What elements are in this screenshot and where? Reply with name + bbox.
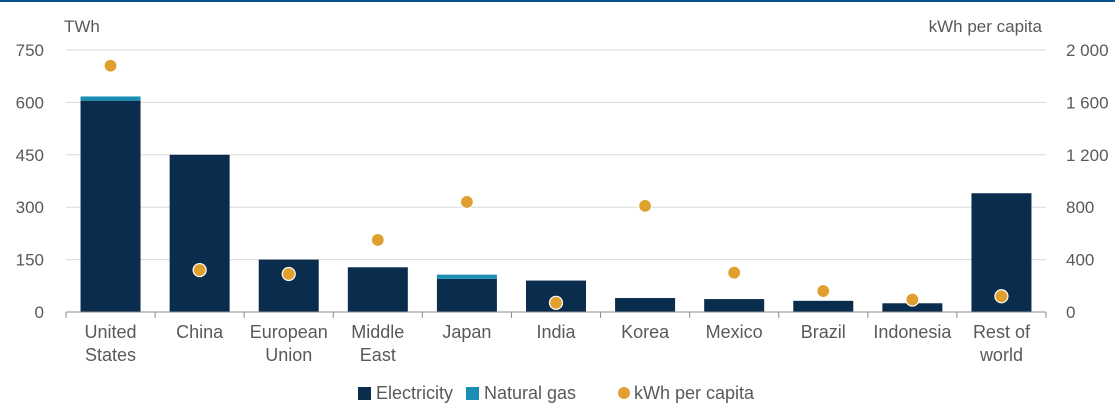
y-left-ticks: 0 150 300 450 600 750: [16, 41, 44, 322]
point-per-capita: [639, 199, 652, 212]
category-label-line: Japan: [442, 322, 491, 342]
legend-label-per-capita: kWh per capita: [634, 383, 755, 403]
bar-electricity: [437, 279, 497, 312]
category-label-line: Korea: [621, 322, 670, 342]
y-right-tick-label: 800: [1066, 198, 1094, 217]
y-right-unit: kWh per capita: [929, 17, 1043, 36]
point-per-capita: [104, 59, 117, 72]
y-left-unit: TWh: [64, 17, 100, 36]
category-label: United States: [85, 322, 137, 365]
bars: [81, 96, 1032, 312]
category-label-line: Mexico: [706, 322, 763, 342]
y-right-ticks: 0 400 800 1 200 1 600 2 000: [1066, 41, 1109, 322]
point-per-capita: [728, 266, 741, 279]
category-label: Japan: [442, 322, 491, 342]
top-rule: [0, 0, 1115, 2]
bar-natural-gas: [81, 96, 141, 100]
category-label: Rest of world: [973, 322, 1031, 365]
category-label: Mexico: [706, 322, 763, 342]
bar-electricity: [615, 298, 675, 312]
y-left-tick-label: 300: [16, 198, 44, 217]
bar-electricity: [81, 101, 141, 312]
point-per-capita: [550, 296, 563, 309]
y-right-tick-label: 0: [1066, 303, 1075, 322]
y-right-tick-label: 400: [1066, 251, 1094, 270]
per-capita-points: [104, 59, 1008, 309]
category-label: Brazil: [801, 322, 846, 342]
y-right-tick-label: 1 600: [1066, 93, 1109, 112]
legend-marker-per-capita: [618, 387, 630, 399]
category-label-line: Middle: [351, 322, 404, 342]
category-label-line: United: [85, 322, 137, 342]
legend-label-electricity: Electricity: [376, 383, 453, 403]
bar-natural-gas: [437, 275, 497, 279]
category-label: European Union: [250, 322, 328, 365]
category-label-line: India: [536, 322, 576, 342]
y-left-tick-label: 750: [16, 41, 44, 60]
y-right-tick-label: 2 000: [1066, 41, 1109, 60]
y-right-tick-label: 1 200: [1066, 146, 1109, 165]
legend-swatch-electricity: [358, 387, 371, 400]
category-label: Middle East: [351, 322, 404, 365]
bar-electricity: [348, 267, 408, 312]
point-per-capita: [817, 285, 830, 298]
y-left-tick-label: 0: [35, 303, 44, 322]
category-label-line: world: [979, 345, 1023, 365]
category-labels: United States China European Union Middle East…: [85, 322, 1031, 365]
point-per-capita: [193, 264, 206, 277]
bar-electricity: [704, 299, 764, 312]
legend-label-natural-gas: Natural gas: [484, 383, 576, 403]
y-left-tick-label: 150: [16, 251, 44, 270]
category-label: India: [536, 322, 576, 342]
category-label: Indonesia: [873, 322, 952, 342]
category-label-line: Indonesia: [873, 322, 952, 342]
category-label: Korea: [621, 322, 670, 342]
axes: [66, 312, 1046, 318]
point-per-capita: [371, 233, 384, 246]
category-label-line: Brazil: [801, 322, 846, 342]
legend-swatch-natural-gas: [466, 387, 479, 400]
category-label: China: [176, 322, 224, 342]
bar-electricity: [170, 155, 230, 312]
point-per-capita: [995, 290, 1008, 303]
bar-electricity: [793, 301, 853, 312]
category-label-line: Rest of: [973, 322, 1031, 342]
category-label-line: States: [85, 345, 136, 365]
category-label-line: European: [250, 322, 328, 342]
point-per-capita: [460, 195, 473, 208]
category-label-line: China: [176, 322, 224, 342]
point-per-capita: [906, 293, 919, 306]
category-label-line: East: [360, 345, 396, 365]
legend: Electricity Natural gas kWh per capita: [358, 383, 755, 403]
y-left-tick-label: 450: [16, 146, 44, 165]
point-per-capita: [282, 268, 295, 281]
y-left-tick-label: 600: [16, 93, 44, 112]
category-label-line: Union: [265, 345, 312, 365]
